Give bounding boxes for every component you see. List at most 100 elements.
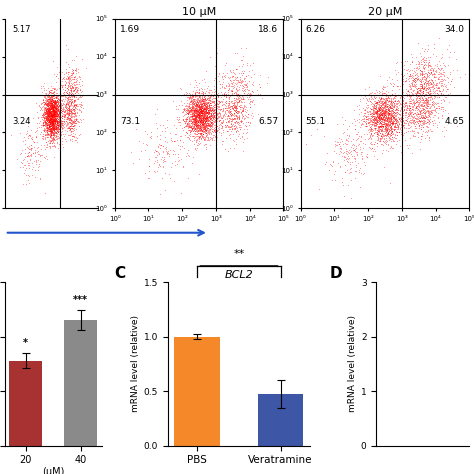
Point [228, 128, 235, 135]
Point [371, 109, 378, 117]
Point [242, 118, 250, 125]
Point [235, 96, 242, 104]
Point [48, 98, 55, 106]
Point [387, 134, 394, 142]
Point [51, 139, 58, 146]
Point [388, 131, 396, 138]
Point [241, 103, 248, 110]
Point [230, 112, 237, 120]
Point [55, 106, 63, 114]
Point [376, 111, 383, 119]
Point [347, 150, 355, 158]
Point [247, 98, 255, 105]
Point [61, 86, 69, 94]
Point [71, 101, 78, 109]
Point [407, 109, 414, 117]
Point [201, 118, 209, 126]
Point [406, 109, 414, 116]
Point [68, 83, 75, 91]
Point [197, 98, 204, 106]
Point [401, 129, 408, 137]
Point [66, 116, 74, 123]
Point [228, 77, 235, 84]
Point [71, 104, 79, 111]
Point [387, 127, 395, 134]
Point [45, 104, 52, 111]
Point [49, 105, 56, 113]
Point [376, 88, 384, 96]
Point [215, 97, 223, 105]
Point [47, 122, 55, 130]
Point [51, 124, 58, 131]
Point [429, 66, 437, 73]
Point [410, 116, 417, 124]
Point [200, 92, 208, 100]
Point [70, 101, 78, 109]
Point [372, 102, 379, 109]
Point [51, 110, 59, 118]
Point [374, 123, 382, 131]
Point [201, 95, 209, 102]
Point [207, 97, 214, 105]
Point [46, 117, 54, 125]
Point [65, 78, 73, 85]
Point [58, 121, 65, 128]
Point [68, 72, 76, 79]
Point [67, 122, 74, 130]
Point [51, 106, 58, 113]
Point [187, 110, 194, 118]
Point [42, 116, 49, 123]
Point [197, 112, 204, 119]
Point [57, 107, 65, 114]
Point [430, 72, 438, 79]
Point [355, 159, 362, 167]
Point [385, 107, 392, 115]
Point [201, 111, 208, 119]
Point [188, 159, 196, 166]
Point [396, 94, 404, 101]
Point [50, 103, 57, 110]
Point [48, 91, 55, 99]
Point [41, 146, 48, 153]
Point [62, 100, 70, 107]
Point [342, 149, 350, 157]
Point [46, 118, 54, 126]
Point [44, 90, 52, 98]
Point [46, 86, 54, 94]
Point [367, 95, 374, 102]
Point [428, 80, 436, 88]
Point [192, 86, 200, 93]
Point [77, 93, 84, 101]
Point [197, 109, 204, 116]
Point [203, 103, 210, 111]
Point [191, 140, 198, 148]
Point [197, 130, 205, 137]
Point [191, 109, 198, 116]
Point [421, 78, 428, 85]
Point [199, 116, 206, 123]
Point [425, 113, 433, 120]
Point [43, 101, 51, 109]
Point [194, 125, 202, 132]
Point [72, 64, 80, 72]
Point [408, 89, 416, 96]
Point [47, 123, 55, 130]
Point [200, 123, 207, 130]
Point [427, 116, 434, 123]
Point [383, 82, 391, 90]
Point [233, 102, 240, 110]
Point [51, 143, 59, 150]
Point [392, 105, 400, 112]
Point [190, 109, 198, 116]
Point [71, 96, 79, 104]
Point [55, 119, 62, 127]
Point [51, 107, 58, 114]
Point [383, 132, 391, 139]
Point [52, 108, 59, 115]
Point [205, 109, 212, 117]
Point [189, 95, 196, 102]
Point [46, 102, 54, 109]
Point [399, 87, 406, 95]
Point [221, 110, 228, 118]
Point [333, 120, 341, 128]
